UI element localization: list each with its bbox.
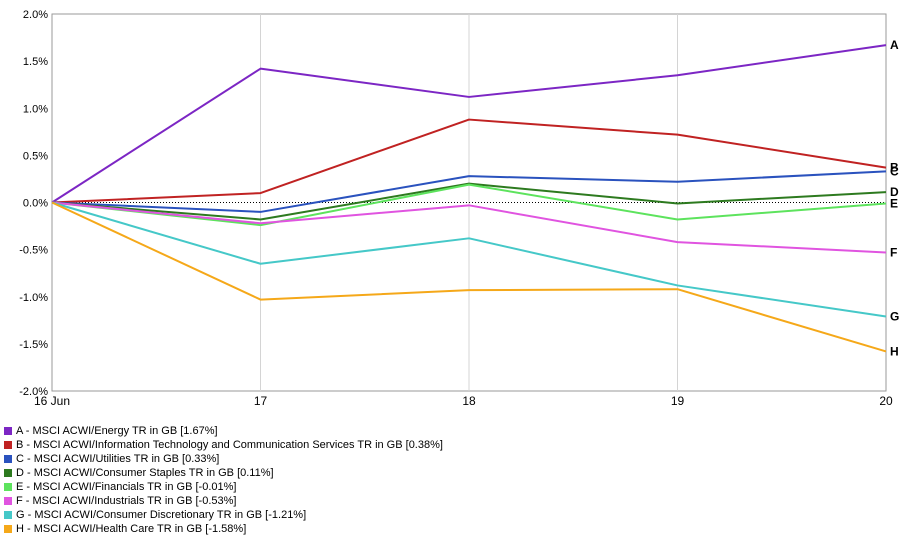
series-line-c: [51, 170, 887, 213]
series-end-label-h: H: [890, 344, 899, 358]
x-tick-label: 16 Jun: [34, 394, 70, 408]
x-tick-label: 19: [671, 394, 685, 408]
legend-swatch: [4, 483, 12, 491]
legend-label: E - MSCI ACWI/Financials TR in GB [-0.01…: [16, 481, 237, 493]
y-tick-label: -1.5%: [19, 339, 48, 351]
series-end-label-f: F: [890, 245, 897, 259]
legend-swatch: [4, 497, 12, 505]
legend-swatch: [4, 441, 12, 449]
series-line-a: [51, 44, 887, 204]
series-end-label-g: G: [890, 310, 899, 324]
y-tick-label: -1.0%: [19, 292, 48, 304]
legend-swatch: [4, 469, 12, 477]
legend-label: F - MSCI ACWI/Industrials TR in GB [-0.5…: [16, 495, 237, 507]
series-line-f: [51, 201, 887, 254]
series-line-g: [51, 201, 887, 318]
legend-label: C - MSCI ACWI/Utilities TR in GB [0.33%]: [16, 453, 220, 465]
legend-item: F - MSCI ACWI/Industrials TR in GB [-0.5…: [4, 494, 443, 508]
legend-item: E - MSCI ACWI/Financials TR in GB [-0.01…: [4, 480, 443, 494]
series-line-h: [51, 201, 887, 353]
legend-item: A - MSCI ACWI/Energy TR in GB [1.67%]: [4, 424, 443, 438]
series-end-label-c: C: [890, 164, 899, 178]
series-end-label-d: D: [890, 185, 899, 199]
x-tick-label: 20: [879, 394, 893, 408]
chart-legend: A - MSCI ACWI/Energy TR in GB [1.67%] B -…: [4, 424, 443, 536]
legend-item: G - MSCI ACWI/Consumer Discretionary TR …: [4, 508, 443, 522]
y-tick-label: 1.0%: [23, 103, 48, 115]
y-tick-label: -2.0%: [19, 386, 48, 398]
y-tick-label: 0.5%: [23, 150, 48, 162]
legend-item: B - MSCI ACWI/Information Technology and…: [4, 438, 443, 452]
x-tick-label: 17: [254, 394, 268, 408]
y-tick-label: -0.5%: [19, 245, 48, 257]
legend-swatch: [4, 525, 12, 533]
series-line-e: [51, 183, 887, 227]
y-tick-label: 1.5%: [23, 56, 48, 68]
y-tick-label: 2.0%: [23, 9, 48, 21]
series-end-label-a: A: [890, 38, 899, 52]
legend-item: H - MSCI ACWI/Health Care TR in GB [-1.5…: [4, 522, 443, 536]
legend-swatch: [4, 455, 12, 463]
legend-label: D - MSCI ACWI/Consumer Staples TR in GB …: [16, 467, 274, 479]
legend-swatch: [4, 511, 12, 519]
series-end-label-b: B: [890, 161, 899, 175]
legend-label: B - MSCI ACWI/Information Technology and…: [16, 439, 443, 451]
legend-label: A - MSCI ACWI/Energy TR in GB [1.67%]: [16, 425, 218, 437]
legend-label: H - MSCI ACWI/Health Care TR in GB [-1.5…: [16, 523, 247, 535]
y-tick-label: 0.0%: [23, 198, 48, 210]
series-end-label-e: E: [890, 196, 898, 210]
legend-item: C - MSCI ACWI/Utilities TR in GB [0.33%]: [4, 452, 443, 466]
series-line-b: [51, 118, 887, 204]
legend-label: G - MSCI ACWI/Consumer Discretionary TR …: [16, 509, 307, 521]
line-chart: 2.0% 1.5% 1.0% 0.5% 0.0% -0.5% -1.0% -1.5% -2.0%…: [19, 9, 899, 408]
legend-swatch: [4, 427, 12, 435]
legend-item: D - MSCI ACWI/Consumer Staples TR in GB …: [4, 466, 443, 480]
x-tick-label: 18: [462, 394, 476, 408]
